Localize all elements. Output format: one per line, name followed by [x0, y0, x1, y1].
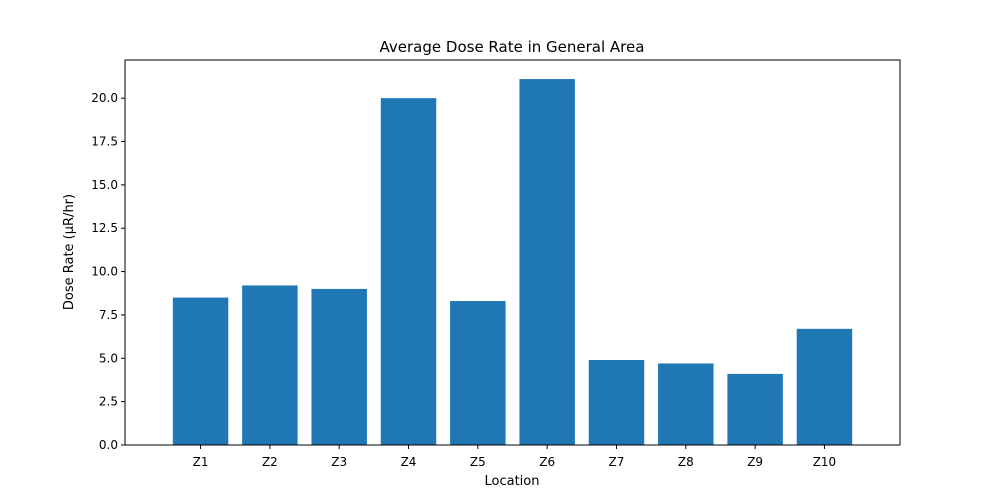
y-tick-label: 15.0: [91, 178, 118, 192]
y-axis-label: Dose Rate (μR/hr): [62, 194, 77, 310]
x-tick-label: Z7: [609, 455, 625, 469]
x-tick-label: Z1: [193, 455, 209, 469]
x-tick-label: Z3: [331, 455, 347, 469]
x-tick-label: Z2: [262, 455, 278, 469]
x-tick-label: Z9: [747, 455, 763, 469]
chart-title: Average Dose Rate in General Area: [380, 38, 645, 56]
bar-z2: [242, 285, 298, 445]
bar-z9: [727, 373, 783, 445]
y-tick-label: 20.0: [91, 91, 118, 105]
x-tick-label: Z10: [813, 455, 837, 469]
y-tick-label: 10.0: [91, 265, 118, 279]
y-tick-label: 12.5: [91, 221, 118, 235]
x-tick-label: Z8: [678, 455, 694, 469]
bar-z8: [658, 363, 714, 445]
plot-frame: [124, 59, 901, 446]
bar-z5: [450, 301, 506, 445]
x-axis-label: Location: [485, 474, 540, 489]
bar-z10: [796, 328, 853, 445]
bars-layer: [172, 79, 853, 446]
x-axis-ticks: Z1 Z2 Z3 Z4 Z5 Z6 Z7 Z8 Z9 Z10: [193, 445, 837, 469]
bar-z6: [519, 79, 575, 446]
x-tick-label: Z5: [470, 455, 486, 469]
x-tick-label: Z6: [539, 455, 555, 469]
y-tick-label: 7.5: [99, 308, 118, 322]
bar-z7: [588, 360, 645, 445]
bar-z1: [172, 297, 229, 445]
y-axis-ticks: 0.0 2.5 5.0 7.5 10.0 12.5 15.0 17.5 20.0: [91, 91, 125, 452]
y-tick-label: 2.5: [99, 395, 118, 409]
y-tick-label: 0.0: [99, 438, 118, 452]
x-tick-label: Z4: [401, 455, 417, 469]
bar-z4: [380, 98, 437, 446]
y-tick-label: 17.5: [91, 135, 118, 149]
bar-z3: [311, 288, 367, 445]
y-tick-label: 5.0: [99, 351, 118, 365]
